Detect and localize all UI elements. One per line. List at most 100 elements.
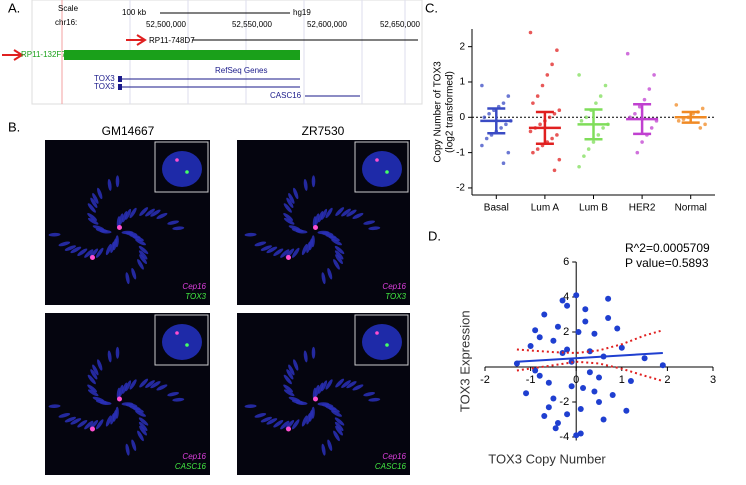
chromosome: [139, 378, 149, 388]
nucleus: [162, 151, 202, 187]
y-tick-label: -4: [559, 431, 569, 443]
data-point: [531, 150, 535, 155]
data-point: [633, 111, 637, 116]
gene-label: TOX3: [94, 82, 115, 91]
chromosome: [273, 419, 284, 428]
chromosome: [288, 225, 301, 231]
chromosome: [87, 374, 96, 385]
chromosome: [283, 384, 293, 393]
chromosome: [77, 419, 88, 428]
data-point: [550, 337, 557, 344]
chromosome: [325, 207, 333, 219]
chromosome: [288, 193, 295, 204]
data-point: [575, 329, 582, 335]
data-point: [480, 143, 484, 148]
chromosome: [293, 359, 299, 371]
chromosome: [321, 443, 326, 456]
chromosome: [280, 420, 290, 430]
data-point: [603, 83, 608, 88]
data-point: [601, 126, 605, 130]
data-point: [577, 430, 584, 437]
data-point: [506, 150, 511, 155]
chromosome: [286, 369, 294, 380]
data-point: [568, 383, 575, 390]
chromosome: [260, 416, 272, 423]
data-point: [609, 392, 616, 398]
x-tick-label: -1: [526, 374, 536, 386]
data-point: [586, 348, 593, 355]
data-point: [499, 126, 503, 130]
chromosome: [363, 391, 376, 397]
chromosome: [301, 243, 308, 256]
data-point: [547, 115, 552, 120]
chromosome: [254, 413, 267, 418]
chromosome: [172, 397, 185, 402]
chromosome: [122, 211, 128, 223]
chromosome: [137, 259, 144, 270]
data-point: [540, 83, 545, 88]
nucleus: [162, 324, 202, 360]
fit-line: [516, 352, 663, 363]
data-point: [535, 147, 540, 151]
data-point: [582, 306, 589, 313]
chromosome: [352, 384, 364, 391]
chromosome: [311, 175, 316, 188]
data-point: [649, 126, 654, 130]
chromosome: [84, 420, 94, 430]
data-point: [573, 432, 580, 439]
chromosome: [244, 232, 257, 237]
chromosome: [280, 249, 290, 258]
probe-label: Cep16: [382, 452, 406, 461]
y-tick-label: 6: [563, 256, 569, 268]
data-point: [579, 119, 584, 123]
chromosome: [118, 384, 124, 397]
chromosome: [266, 418, 278, 425]
data-point: [541, 311, 548, 318]
position-label: 52,550,000: [232, 20, 273, 29]
chromosome: [335, 378, 345, 388]
data-point: [596, 374, 602, 381]
signal: [185, 170, 189, 174]
chromosome: [150, 209, 161, 217]
chromosome: [291, 247, 300, 258]
chromosome: [346, 209, 357, 217]
chromosome: [352, 212, 364, 219]
chromosome: [321, 272, 326, 285]
data-point: [659, 362, 666, 369]
chromosome: [145, 208, 155, 217]
chromosome: [139, 254, 147, 265]
y-tick-label: 4: [563, 291, 569, 303]
data-point: [538, 122, 542, 127]
data-point: [652, 73, 656, 77]
chromosome: [335, 425, 343, 436]
data-point: [591, 330, 598, 337]
chromosome: [84, 249, 94, 258]
data-point: [506, 94, 511, 98]
y-tick-label: -2: [559, 396, 569, 408]
chromosome: [70, 418, 82, 425]
chromosome: [254, 241, 267, 247]
x-tick-label: Normal: [675, 203, 707, 214]
chromosome: [291, 419, 300, 430]
signal: [375, 331, 379, 335]
data-point: [487, 111, 491, 116]
data-point: [554, 323, 561, 330]
chromosome: [293, 187, 299, 200]
chromosome: [131, 267, 137, 280]
chromosome: [58, 413, 71, 418]
y-tick-label: 1: [459, 77, 465, 88]
chromosome: [64, 416, 76, 423]
chromosome: [167, 220, 180, 225]
data-point: [482, 115, 487, 120]
data-point: [586, 369, 593, 376]
chromosome: [138, 421, 148, 432]
data-point: [586, 147, 591, 151]
chromosome: [318, 382, 324, 394]
data-point: [598, 94, 603, 98]
chromosome: [286, 197, 294, 208]
chrom-label: chr16:: [55, 18, 77, 27]
signal: [175, 331, 179, 335]
chromosome: [137, 430, 144, 442]
chromosome: [325, 379, 333, 390]
